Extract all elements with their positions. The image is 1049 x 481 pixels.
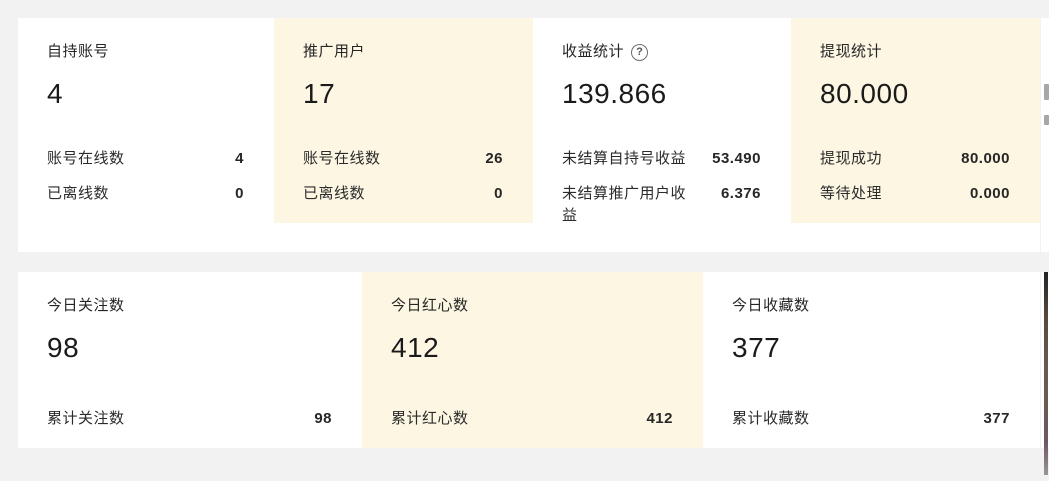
stat-list: 账号在线数 4 已离线数 0	[47, 148, 244, 205]
card-value: 412	[391, 332, 440, 363]
card-title: 提现统计	[820, 43, 883, 60]
stat-row: 账号在线数 4	[47, 148, 244, 170]
stat-value: 0	[235, 185, 244, 202]
cutoff-image-edge	[1044, 272, 1048, 475]
adjacent-panel-sliver-top	[1041, 18, 1049, 252]
card-title: 今日关注数	[47, 297, 125, 314]
stat-value: 53.490	[712, 150, 761, 167]
stat-row: 未结算自持号收益 53.490	[562, 148, 761, 170]
card-value: 377	[732, 332, 781, 363]
stat-list: 累计红心数 412	[391, 408, 673, 430]
card-title: 今日收藏数	[732, 297, 810, 314]
stat-list: 未结算自持号收益 53.490 未结算推广用户收益 6.376	[562, 148, 761, 227]
stat-row: 提现成功 80.000	[820, 148, 1010, 170]
stat-value: 412	[646, 410, 673, 427]
card-value: 98	[47, 332, 80, 363]
stat-list: 提现成功 80.000 等待处理 0.000	[820, 148, 1010, 205]
stat-value: 0.000	[969, 185, 1010, 202]
card-value: 139.866	[562, 78, 667, 109]
stat-row: 累计收藏数 377	[732, 408, 1010, 430]
help-icon[interactable]: ?	[631, 43, 649, 61]
stat-label: 账号在线数	[303, 150, 381, 167]
stat-card-hearts: 今日红心数 412 累计红心数 412	[362, 272, 703, 448]
stat-label: 提现成功	[820, 150, 883, 167]
stat-label: 已离线数	[47, 185, 110, 202]
stat-card-follows: 今日关注数 98 累计关注数 98	[18, 272, 362, 448]
card-title: 推广用户	[303, 43, 366, 60]
stat-card-promo-users: 推广用户 17 账号在线数 26 已离线数 0	[274, 18, 533, 252]
card-title: 收益统计	[562, 43, 625, 60]
stat-list: 累计关注数 98	[47, 408, 332, 430]
stat-row: 累计关注数 98	[47, 408, 332, 430]
card-value: 80.000	[820, 78, 909, 109]
stat-row: 等待处理 0.000	[820, 183, 1010, 205]
stat-value: 80.000	[961, 150, 1010, 167]
stat-row: 未结算推广用户收益 6.376	[562, 183, 761, 227]
stat-label: 累计收藏数	[732, 410, 810, 427]
accounts-revenue-panel: 自持账号 4 账号在线数 4 已离线数 0 推广用户 17 账号	[18, 18, 1040, 252]
stat-value: 0	[494, 185, 503, 202]
card-value: 17	[303, 78, 336, 109]
stat-row: 账号在线数 26	[303, 148, 503, 170]
stat-list: 累计收藏数 377	[732, 408, 1010, 430]
stat-label: 累计红心数	[391, 410, 469, 427]
stat-label: 未结算推广用户收益	[562, 185, 687, 224]
stat-label: 累计关注数	[47, 410, 125, 427]
stat-card-favorites: 今日收藏数 377 累计收藏数 377	[703, 272, 1040, 448]
stat-label: 等待处理	[820, 185, 883, 202]
cutoff-text-fragment	[1044, 84, 1049, 100]
stat-card-revenue: 收益统计 ? 139.866 未结算自持号收益 53.490 未结算推广用户收益…	[533, 18, 791, 252]
stat-label: 未结算自持号收益	[562, 150, 687, 167]
cutoff-text-fragment	[1044, 115, 1049, 125]
stat-card-withdrawal: 提现统计 80.000 提现成功 80.000 等待处理 0.000	[791, 18, 1040, 252]
stat-row: 已离线数 0	[47, 183, 244, 205]
card-value: 4	[47, 78, 64, 109]
stat-card-self-accounts: 自持账号 4 账号在线数 4 已离线数 0	[18, 18, 274, 252]
stat-row: 已离线数 0	[303, 183, 503, 205]
card-title: 自持账号	[47, 43, 110, 60]
stat-label: 已离线数	[303, 185, 366, 202]
stat-value: 26	[485, 150, 503, 167]
stat-value: 377	[983, 410, 1010, 427]
stat-list: 账号在线数 26 已离线数 0	[303, 148, 503, 205]
stat-label: 账号在线数	[47, 150, 125, 167]
stat-value: 4	[235, 150, 244, 167]
stat-value: 98	[314, 410, 332, 427]
card-title: 今日红心数	[391, 297, 469, 314]
daily-interaction-panel: 今日关注数 98 累计关注数 98 今日红心数 412 累计红心数 412	[18, 272, 1040, 448]
stat-row: 累计红心数 412	[391, 408, 673, 430]
stat-value: 6.376	[720, 185, 761, 202]
